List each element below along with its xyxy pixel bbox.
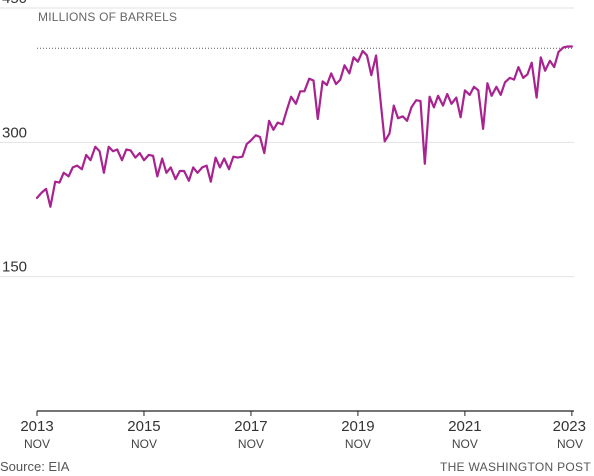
- x-tick-year: 2019: [341, 418, 374, 435]
- x-tick-year: 2015: [127, 418, 160, 435]
- y-tick-label: 450: [2, 0, 27, 7]
- gridlines: [0, 7, 574, 278]
- x-tick-year: 2023: [553, 418, 586, 435]
- x-tick-month: NOV: [131, 437, 157, 451]
- series-group: [35, 45, 574, 208]
- source-label: Source: EIA: [0, 459, 70, 474]
- x-tick-month: NOV: [557, 437, 583, 451]
- y-tick-label: 300: [2, 124, 27, 141]
- unit-label: MILLIONS OF BARRELS: [38, 10, 177, 24]
- x-tick-month: NOV: [24, 437, 50, 451]
- axes: 450 300 150 2013 NOV 2015 NOV 2017 NOV 2019 NOV 202…: [2, 0, 586, 451]
- y-tick-label: 150: [2, 259, 27, 276]
- credit-label: THE WASHINGTON POST: [440, 460, 591, 474]
- x-tick-year: 2013: [20, 418, 53, 435]
- x-tick-year: 2021: [448, 418, 481, 435]
- x-tick-year: 2017: [234, 418, 267, 435]
- series-line: [35, 45, 574, 208]
- x-tick-month: NOV: [345, 437, 371, 451]
- x-tick-month: NOV: [238, 437, 264, 451]
- x-tick-month: NOV: [452, 437, 478, 451]
